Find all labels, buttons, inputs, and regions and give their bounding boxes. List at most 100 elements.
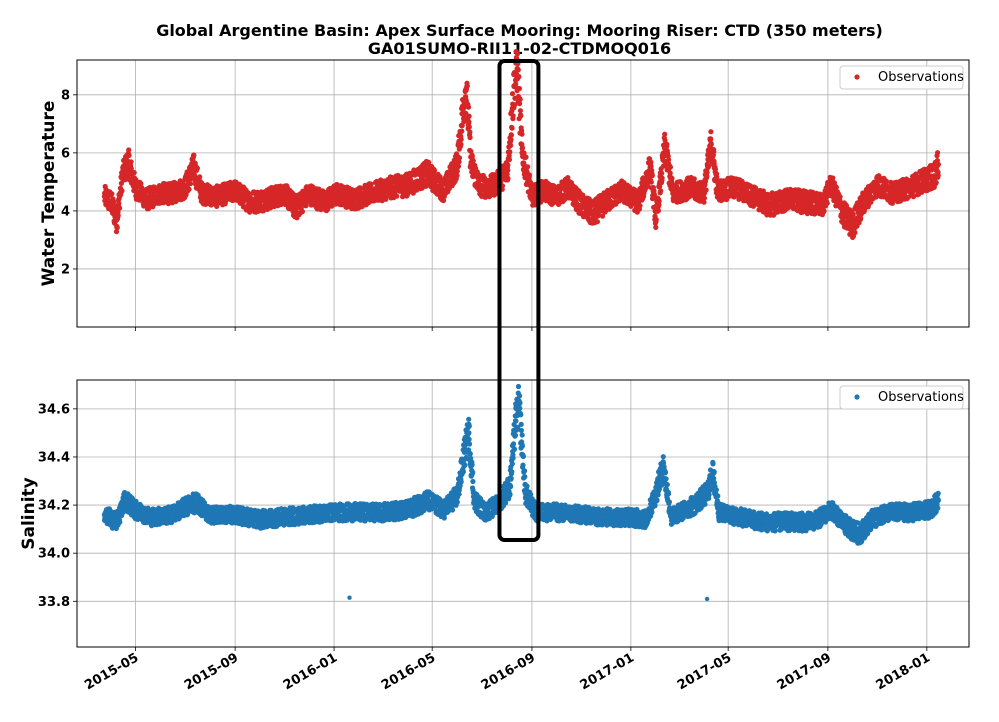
- data-point: [454, 168, 460, 174]
- y-tick-label: 34.0: [38, 547, 70, 562]
- data-point: [125, 158, 131, 165]
- data-point: [293, 205, 299, 211]
- data-point: [334, 190, 341, 197]
- data-point: [132, 184, 139, 191]
- data-point: [476, 182, 483, 188]
- data-point: [708, 129, 714, 135]
- data-point: [519, 145, 526, 151]
- data-point: [247, 199, 254, 205]
- data-point: [505, 175, 511, 181]
- data-point: [108, 199, 114, 205]
- data-point: [143, 196, 150, 203]
- data-point: [131, 170, 137, 176]
- data-point: [508, 142, 514, 148]
- data-point: [467, 134, 473, 141]
- data-point: [514, 51, 521, 57]
- data-point: [821, 208, 827, 214]
- data-point: [594, 219, 601, 225]
- data-point: [935, 150, 941, 156]
- data-point: [463, 86, 470, 92]
- data-point: [509, 91, 516, 97]
- y-tick-label: 33.8: [38, 595, 70, 610]
- data-point: [553, 193, 559, 200]
- data-point: [852, 229, 858, 236]
- data-point: [232, 187, 238, 194]
- data-point: [467, 129, 473, 135]
- data-point: [525, 164, 531, 170]
- observations-series: [101, 48, 941, 240]
- data-point: [117, 205, 123, 211]
- data-point: [405, 182, 411, 188]
- data-point: [906, 184, 912, 191]
- data-point: [458, 136, 464, 143]
- data-point: [424, 170, 431, 176]
- y-tick-label: 34.2: [38, 499, 70, 514]
- y-tick-label: 2: [61, 262, 70, 277]
- data-point: [358, 186, 364, 192]
- data-point: [510, 113, 516, 119]
- data-point: [662, 131, 668, 137]
- data-point: [387, 184, 393, 191]
- data-point: [714, 187, 721, 194]
- data-point: [306, 190, 312, 197]
- data-point: [187, 181, 194, 187]
- data-point: [653, 224, 659, 230]
- data-point: [486, 184, 492, 191]
- data-point: [669, 175, 675, 181]
- data-point: [830, 175, 836, 181]
- observations-series: [101, 383, 941, 546]
- data-point: [264, 196, 270, 203]
- data-point: [602, 199, 609, 205]
- data-point: [466, 113, 472, 119]
- data-point: [701, 195, 708, 201]
- data-point: [540, 187, 547, 194]
- data-point: [186, 186, 192, 192]
- data-point: [517, 96, 523, 102]
- data-point: [824, 200, 830, 206]
- data-point: [214, 193, 221, 200]
- data-point: [655, 208, 662, 214]
- data-point: [383, 194, 389, 200]
- data-point: [648, 179, 654, 185]
- data-point: [890, 190, 896, 197]
- data-point: [508, 132, 514, 138]
- data-point: [708, 136, 714, 142]
- data-point: [931, 173, 937, 179]
- data-point: [578, 202, 585, 208]
- data-point: [658, 188, 664, 194]
- data-point: [454, 161, 461, 168]
- data-point: [860, 199, 867, 205]
- y-tick-label: 8: [61, 88, 70, 103]
- data-point: [169, 190, 175, 197]
- data-point: [849, 222, 855, 229]
- data-point: [732, 184, 739, 191]
- data-point: [508, 137, 514, 143]
- data-point: [468, 161, 474, 168]
- data-point: [368, 181, 374, 187]
- data-point: [113, 216, 120, 223]
- data-point: [523, 154, 529, 160]
- data-point: [456, 155, 463, 161]
- data-point: [197, 174, 203, 180]
- data-point: [933, 180, 939, 186]
- data-point: [115, 212, 121, 219]
- legend: Observations: [839, 65, 964, 90]
- data-point: [708, 141, 714, 147]
- data-point: [516, 74, 522, 80]
- data-point: [119, 188, 125, 194]
- data-point: [504, 167, 511, 174]
- data-point: [786, 196, 792, 203]
- data-point: [712, 166, 719, 172]
- data-point: [711, 149, 717, 155]
- data-point: [516, 85, 523, 92]
- data-point: [109, 191, 115, 197]
- data-point: [119, 173, 126, 179]
- data-point: [157, 190, 164, 197]
- data-point: [466, 124, 472, 130]
- data-point: [819, 202, 825, 208]
- data-point: [687, 184, 693, 191]
- data-point: [564, 184, 571, 191]
- data-point: [750, 193, 757, 200]
- data-point: [460, 106, 466, 113]
